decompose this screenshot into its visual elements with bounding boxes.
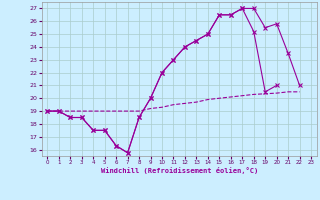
X-axis label: Windchill (Refroidissement éolien,°C): Windchill (Refroidissement éolien,°C): [100, 167, 258, 174]
